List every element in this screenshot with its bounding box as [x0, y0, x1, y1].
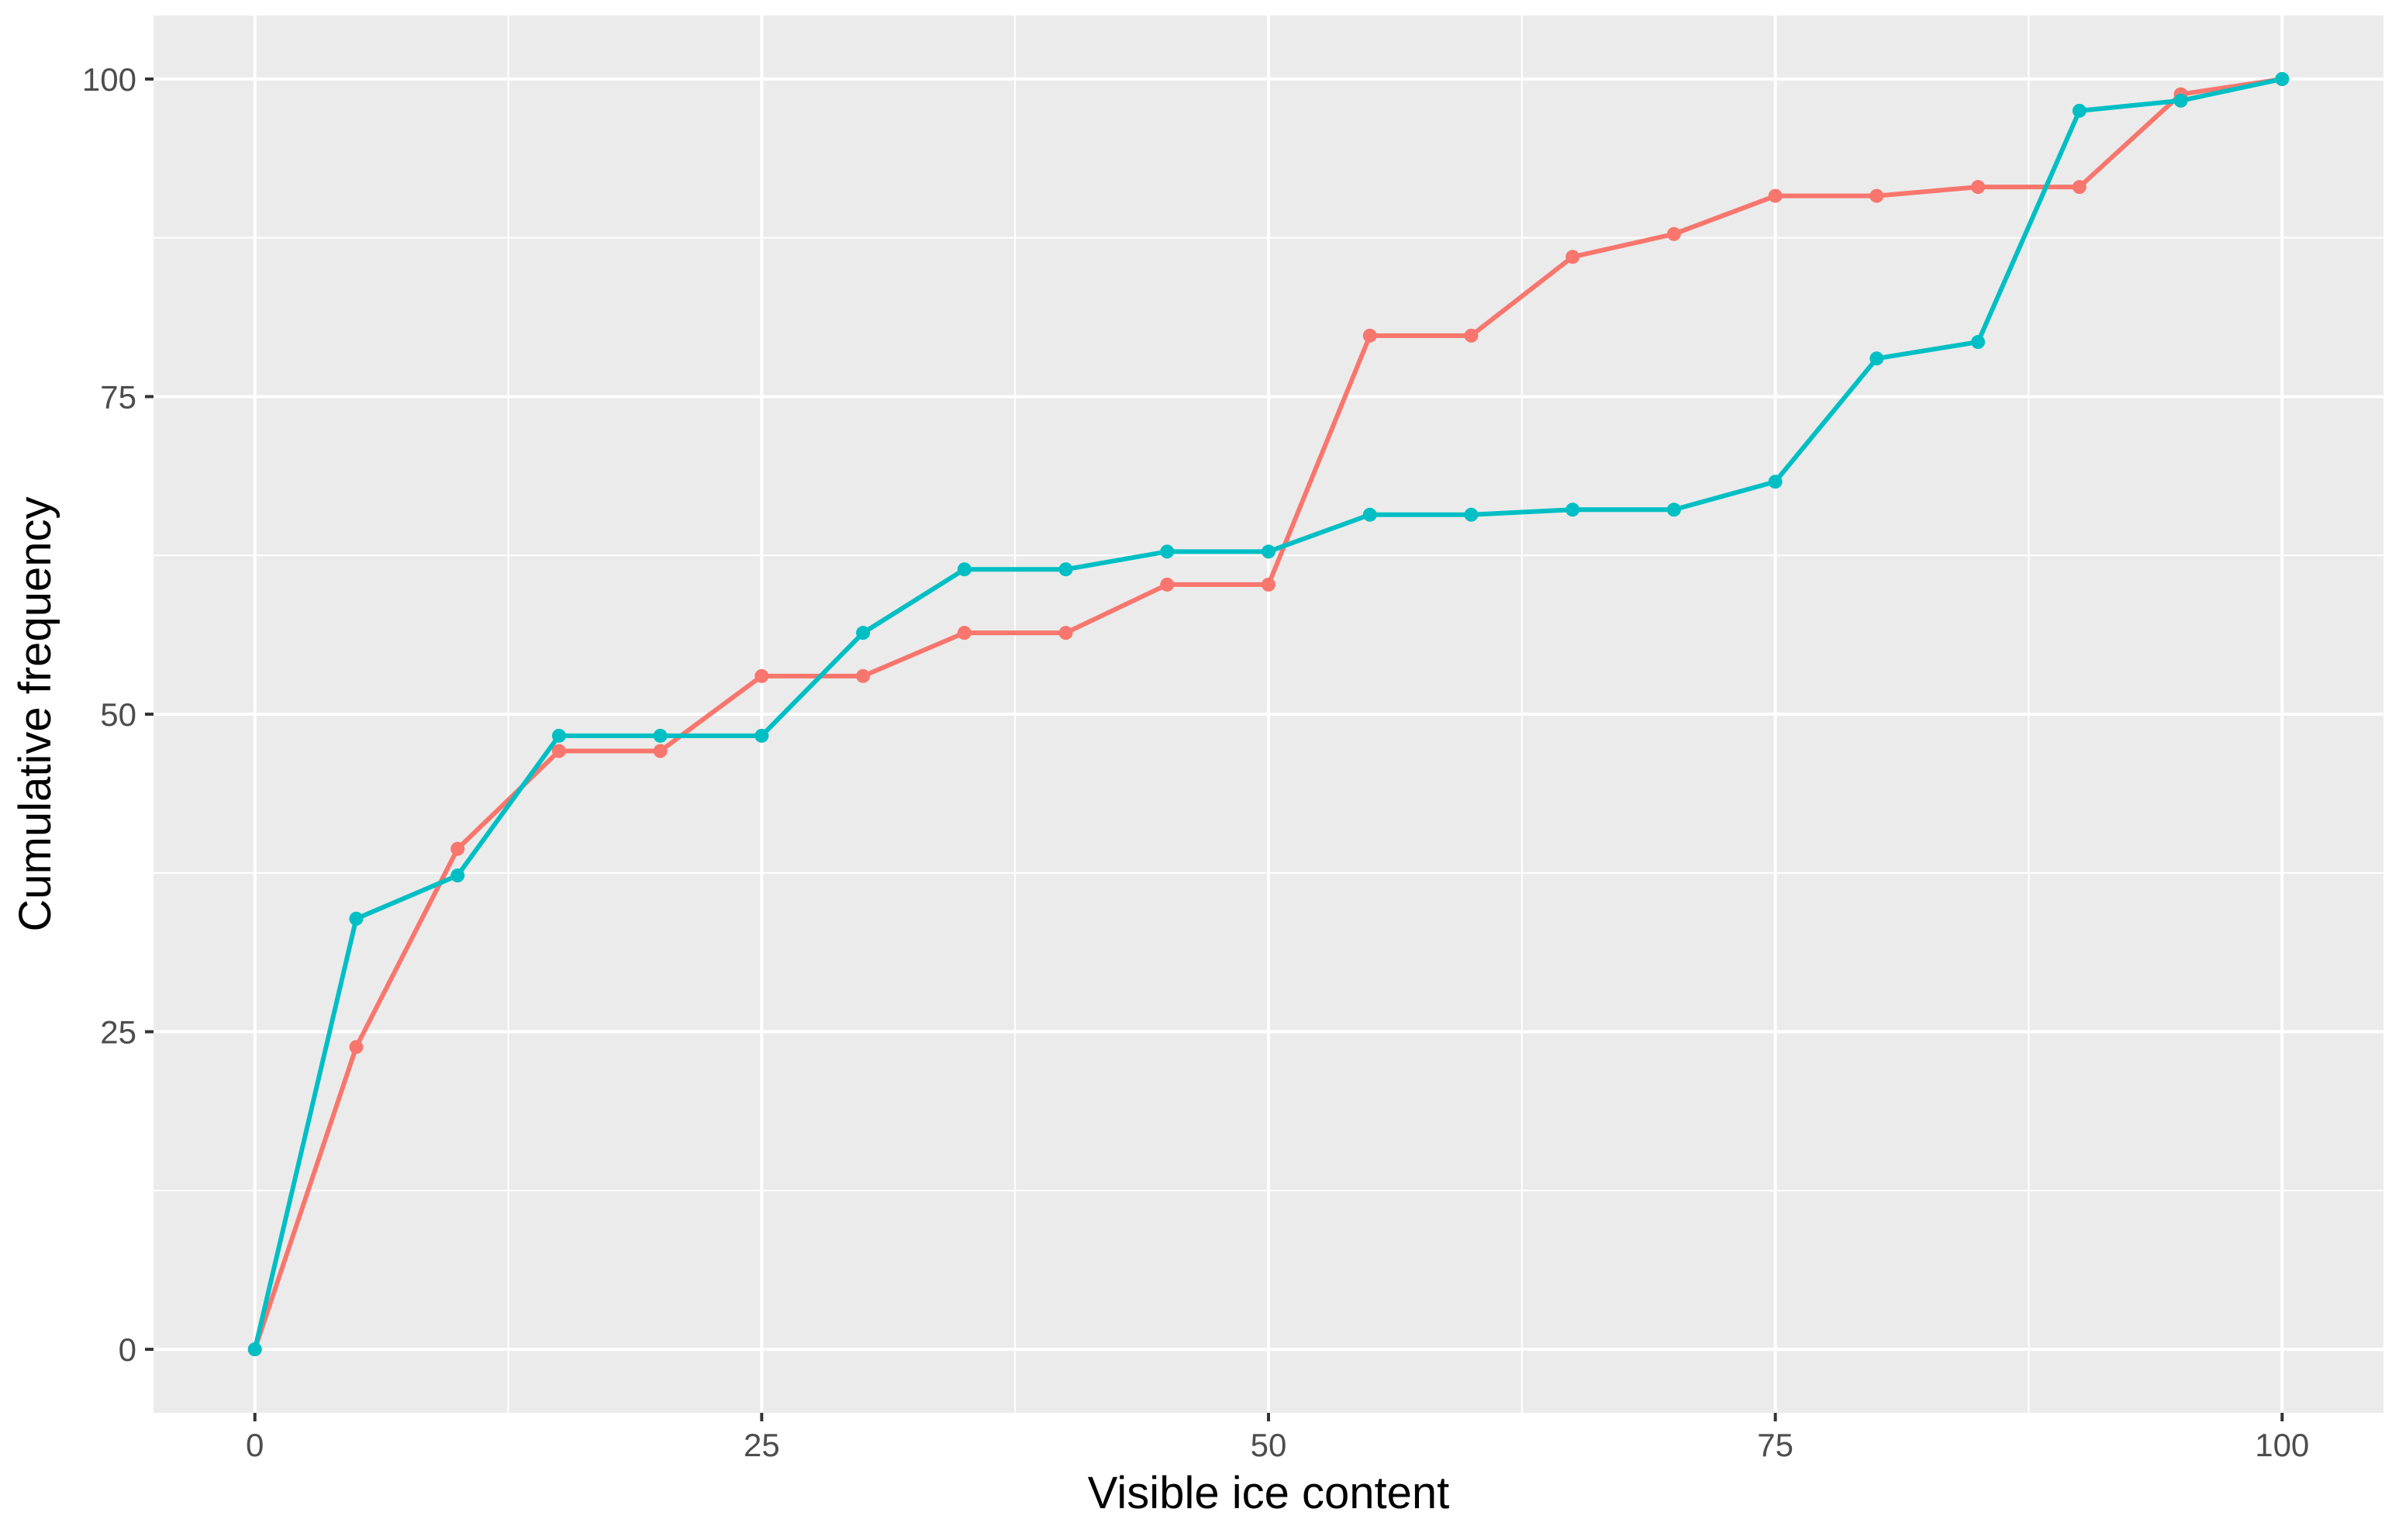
series-2-point	[2275, 71, 2290, 86]
y-tick-label: 25	[100, 1014, 136, 1051]
series-2-point	[754, 728, 769, 743]
series-1-point	[1362, 328, 1377, 343]
series-2-point	[551, 728, 566, 743]
series-2-point	[1464, 507, 1479, 522]
series-2-point	[1362, 507, 1377, 522]
x-tick-label: 50	[1251, 1427, 1287, 1463]
series-1-point	[1160, 577, 1175, 592]
y-axis-title: Cumulative frequency	[10, 497, 60, 932]
series-1-point	[653, 744, 668, 758]
series-layer	[247, 71, 2290, 1357]
series-2-point	[1262, 544, 1275, 559]
grid-major	[154, 16, 2383, 1413]
series-1-point	[2072, 180, 2087, 195]
series-2-point	[1565, 502, 1580, 517]
x-axis-title: Visible ice content	[1088, 1468, 1449, 1518]
series-2-point	[653, 728, 668, 743]
y-tick-labels: 0 25 50 75 100	[82, 61, 136, 1368]
series-1-point	[1971, 180, 1986, 195]
series-1-point	[1768, 188, 1783, 203]
series-2-point	[1971, 335, 1986, 350]
x-tick-label: 100	[2255, 1427, 2309, 1463]
series-2-point	[1768, 475, 1783, 489]
series-2-point	[957, 562, 972, 577]
y-tick-label: 75	[100, 378, 136, 415]
series-2-point	[2072, 103, 2087, 118]
series-1-point	[754, 668, 769, 683]
series-1-point	[1666, 226, 1681, 241]
series-2-point	[247, 1342, 262, 1357]
series-1-point	[856, 668, 871, 683]
series-2-point	[1058, 562, 1073, 577]
axis-ticks	[145, 77, 2284, 1421]
x-tick-label: 25	[744, 1427, 780, 1463]
series-1-point	[551, 744, 566, 758]
series-2-point	[349, 911, 364, 926]
series-1-point	[1058, 626, 1073, 641]
series-1-point	[1869, 188, 1884, 203]
series-2-point	[2173, 93, 2188, 108]
series-1-point	[1262, 577, 1275, 592]
series-2-point	[450, 868, 465, 883]
series-1	[247, 71, 2290, 1357]
series-2	[247, 71, 2290, 1357]
y-tick-label: 0	[119, 1331, 136, 1368]
series-1-point	[450, 841, 465, 856]
y-tick-label: 100	[82, 61, 136, 98]
series-1-point	[1565, 250, 1580, 264]
series-1-point	[1464, 328, 1479, 343]
x-tick-label: 0	[246, 1427, 264, 1463]
series-2-point	[1869, 351, 1884, 366]
series-2-point	[856, 626, 871, 641]
series-1-point	[957, 626, 972, 641]
y-tick-label: 50	[100, 696, 136, 733]
series-2-point	[1160, 544, 1175, 559]
series-2-point	[1666, 502, 1681, 517]
x-tick-label: 75	[1757, 1427, 1793, 1463]
x-tick-labels: 0 25 50 75 100	[246, 1427, 2309, 1463]
series-1-point	[349, 1040, 364, 1055]
